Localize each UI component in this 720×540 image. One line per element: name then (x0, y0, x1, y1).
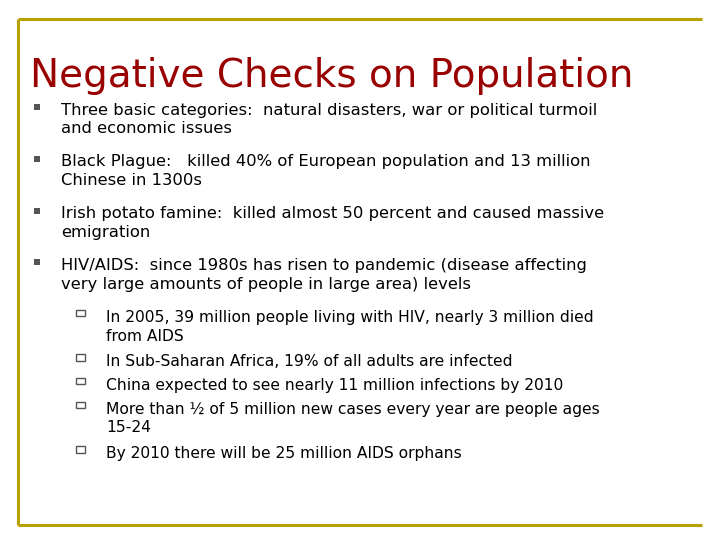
Text: HIV/AIDS:  since 1980s has risen to pandemic (disease affecting
very large amoun: HIV/AIDS: since 1980s has risen to pande… (61, 258, 587, 292)
Text: More than ½ of 5 million new cases every year are people ages
15-24: More than ½ of 5 million new cases every… (106, 402, 600, 435)
Text: Three basic categories:  natural disasters, war or political turmoil
and economi: Three basic categories: natural disaster… (61, 103, 598, 136)
Text: In 2005, 39 million people living with HIV, nearly 3 million died
from AIDS: In 2005, 39 million people living with H… (106, 310, 593, 343)
Text: By 2010 there will be 25 million AIDS orphans: By 2010 there will be 25 million AIDS or… (106, 446, 462, 461)
Text: Negative Checks on Population: Negative Checks on Population (30, 57, 634, 94)
Text: In Sub-Saharan Africa, 19% of all adults are infected: In Sub-Saharan Africa, 19% of all adults… (106, 354, 513, 369)
Text: China expected to see nearly 11 million infections by 2010: China expected to see nearly 11 million … (106, 378, 563, 393)
Text: Irish potato famine:  killed almost 50 percent and caused massive
emigration: Irish potato famine: killed almost 50 pe… (61, 206, 604, 240)
Text: Black Plague:   killed 40% of European population and 13 million
Chinese in 1300: Black Plague: killed 40% of European pop… (61, 154, 590, 188)
